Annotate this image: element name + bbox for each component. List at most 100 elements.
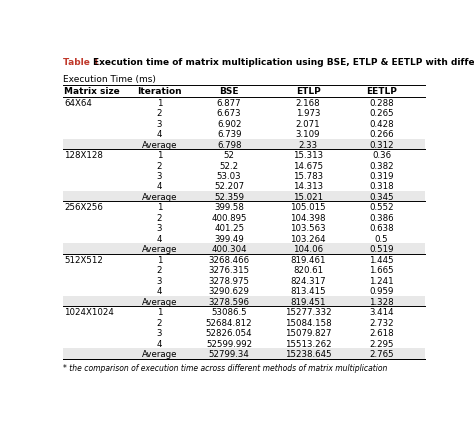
Text: EETLP: EETLP: [366, 87, 397, 96]
Text: 1: 1: [156, 255, 162, 264]
Text: 53086.5: 53086.5: [211, 307, 247, 317]
Text: 0.428: 0.428: [369, 119, 394, 128]
Text: 6.673: 6.673: [217, 109, 241, 118]
Text: 6.877: 6.877: [217, 99, 241, 107]
Text: 103.264: 103.264: [290, 234, 326, 244]
Text: Average: Average: [142, 193, 177, 201]
FancyBboxPatch shape: [63, 139, 425, 150]
Text: 824.317: 824.317: [290, 276, 326, 285]
Text: Average: Average: [142, 350, 177, 358]
Text: 4: 4: [156, 182, 162, 191]
Text: 2.071: 2.071: [296, 119, 320, 128]
Text: 0.345: 0.345: [369, 193, 394, 201]
Text: 2: 2: [156, 109, 162, 118]
Text: 2: 2: [156, 266, 162, 275]
Text: 6.798: 6.798: [217, 140, 241, 149]
Text: 400.304: 400.304: [211, 245, 247, 254]
Text: 104.398: 104.398: [291, 213, 326, 223]
Text: 3268.466: 3268.466: [209, 255, 250, 264]
Text: Iteration: Iteration: [137, 87, 182, 96]
Text: 52826.054: 52826.054: [206, 328, 253, 337]
Text: 0.319: 0.319: [369, 172, 394, 180]
Text: 256X256: 256X256: [64, 203, 103, 212]
Text: 15.783: 15.783: [293, 172, 323, 180]
Text: 2.168: 2.168: [296, 99, 320, 107]
Text: 4: 4: [156, 234, 162, 244]
Text: 400.895: 400.895: [211, 213, 247, 223]
Text: 52599.992: 52599.992: [206, 339, 252, 348]
Text: 2: 2: [156, 318, 162, 327]
Text: 2: 2: [156, 213, 162, 223]
FancyBboxPatch shape: [63, 348, 425, 359]
Text: 1.445: 1.445: [369, 255, 394, 264]
Text: 15079.827: 15079.827: [285, 328, 331, 337]
Text: 0.5: 0.5: [375, 234, 388, 244]
Text: 15084.158: 15084.158: [285, 318, 331, 327]
Text: 52.2: 52.2: [219, 161, 239, 170]
Text: 2.33: 2.33: [299, 140, 318, 149]
Text: 53.03: 53.03: [217, 172, 241, 180]
Text: 399.58: 399.58: [214, 203, 244, 212]
Text: 1.328: 1.328: [369, 297, 394, 306]
Text: 1: 1: [156, 99, 162, 107]
Text: 819.451: 819.451: [291, 297, 326, 306]
Text: 3: 3: [156, 172, 162, 180]
Text: 0.382: 0.382: [369, 161, 394, 170]
Text: 2: 2: [156, 161, 162, 170]
Text: 3276.315: 3276.315: [209, 266, 250, 275]
Text: 3: 3: [156, 224, 162, 233]
Text: 820.61: 820.61: [293, 266, 323, 275]
FancyBboxPatch shape: [63, 296, 425, 307]
FancyBboxPatch shape: [63, 244, 425, 254]
Text: 3: 3: [156, 328, 162, 337]
Text: 813.415: 813.415: [290, 286, 326, 296]
Text: 4: 4: [156, 286, 162, 296]
Text: BSE: BSE: [219, 87, 239, 96]
Text: 15513.262: 15513.262: [285, 339, 331, 348]
Text: 3278.596: 3278.596: [209, 297, 250, 306]
Text: 3: 3: [156, 119, 162, 128]
Text: 0.312: 0.312: [369, 140, 394, 149]
Text: 52.359: 52.359: [214, 193, 244, 201]
Text: 52799.34: 52799.34: [209, 350, 250, 358]
Text: 0.519: 0.519: [369, 245, 394, 254]
Text: 819.461: 819.461: [291, 255, 326, 264]
Text: 52684.812: 52684.812: [206, 318, 253, 327]
Text: 6.739: 6.739: [217, 130, 241, 139]
Text: 4: 4: [156, 130, 162, 139]
Text: * the comparison of execution time across different methods of matrix multiplica: * the comparison of execution time acros…: [63, 363, 387, 372]
Text: ETLP: ETLP: [296, 87, 320, 96]
Text: 0.959: 0.959: [369, 286, 394, 296]
FancyBboxPatch shape: [63, 191, 425, 202]
Text: 1024X1024: 1024X1024: [64, 307, 114, 317]
Text: 15277.332: 15277.332: [285, 307, 331, 317]
Text: 0.288: 0.288: [369, 99, 394, 107]
Text: 14.313: 14.313: [293, 182, 323, 191]
Text: 105.015: 105.015: [290, 203, 326, 212]
Text: 64X64: 64X64: [64, 99, 92, 107]
Text: 3278.975: 3278.975: [209, 276, 250, 285]
Text: 103.563: 103.563: [290, 224, 326, 233]
Text: 3: 3: [156, 276, 162, 285]
Text: 15.313: 15.313: [293, 151, 323, 160]
Text: 0.638: 0.638: [369, 224, 394, 233]
Text: 0.36: 0.36: [372, 151, 391, 160]
Text: Average: Average: [142, 245, 177, 254]
Text: Table 1: Table 1: [63, 58, 102, 67]
Text: 3290.629: 3290.629: [209, 286, 250, 296]
Text: 0.266: 0.266: [369, 130, 394, 139]
Text: 2.732: 2.732: [369, 318, 394, 327]
Text: 15238.645: 15238.645: [285, 350, 331, 358]
Text: 104.06: 104.06: [293, 245, 323, 254]
Text: 15.021: 15.021: [293, 193, 323, 201]
Text: 512X512: 512X512: [64, 255, 103, 264]
Text: 1: 1: [156, 203, 162, 212]
Text: 0.318: 0.318: [369, 182, 394, 191]
Text: 3.414: 3.414: [369, 307, 394, 317]
Text: 4: 4: [156, 339, 162, 348]
Text: 0.552: 0.552: [369, 203, 394, 212]
Text: 1: 1: [156, 151, 162, 160]
Text: 6.902: 6.902: [217, 119, 241, 128]
Text: Average: Average: [142, 140, 177, 149]
Text: Execution time of matrix multiplication using BSE, ETLP & EETLP with differentma: Execution time of matrix multiplication …: [93, 58, 474, 67]
